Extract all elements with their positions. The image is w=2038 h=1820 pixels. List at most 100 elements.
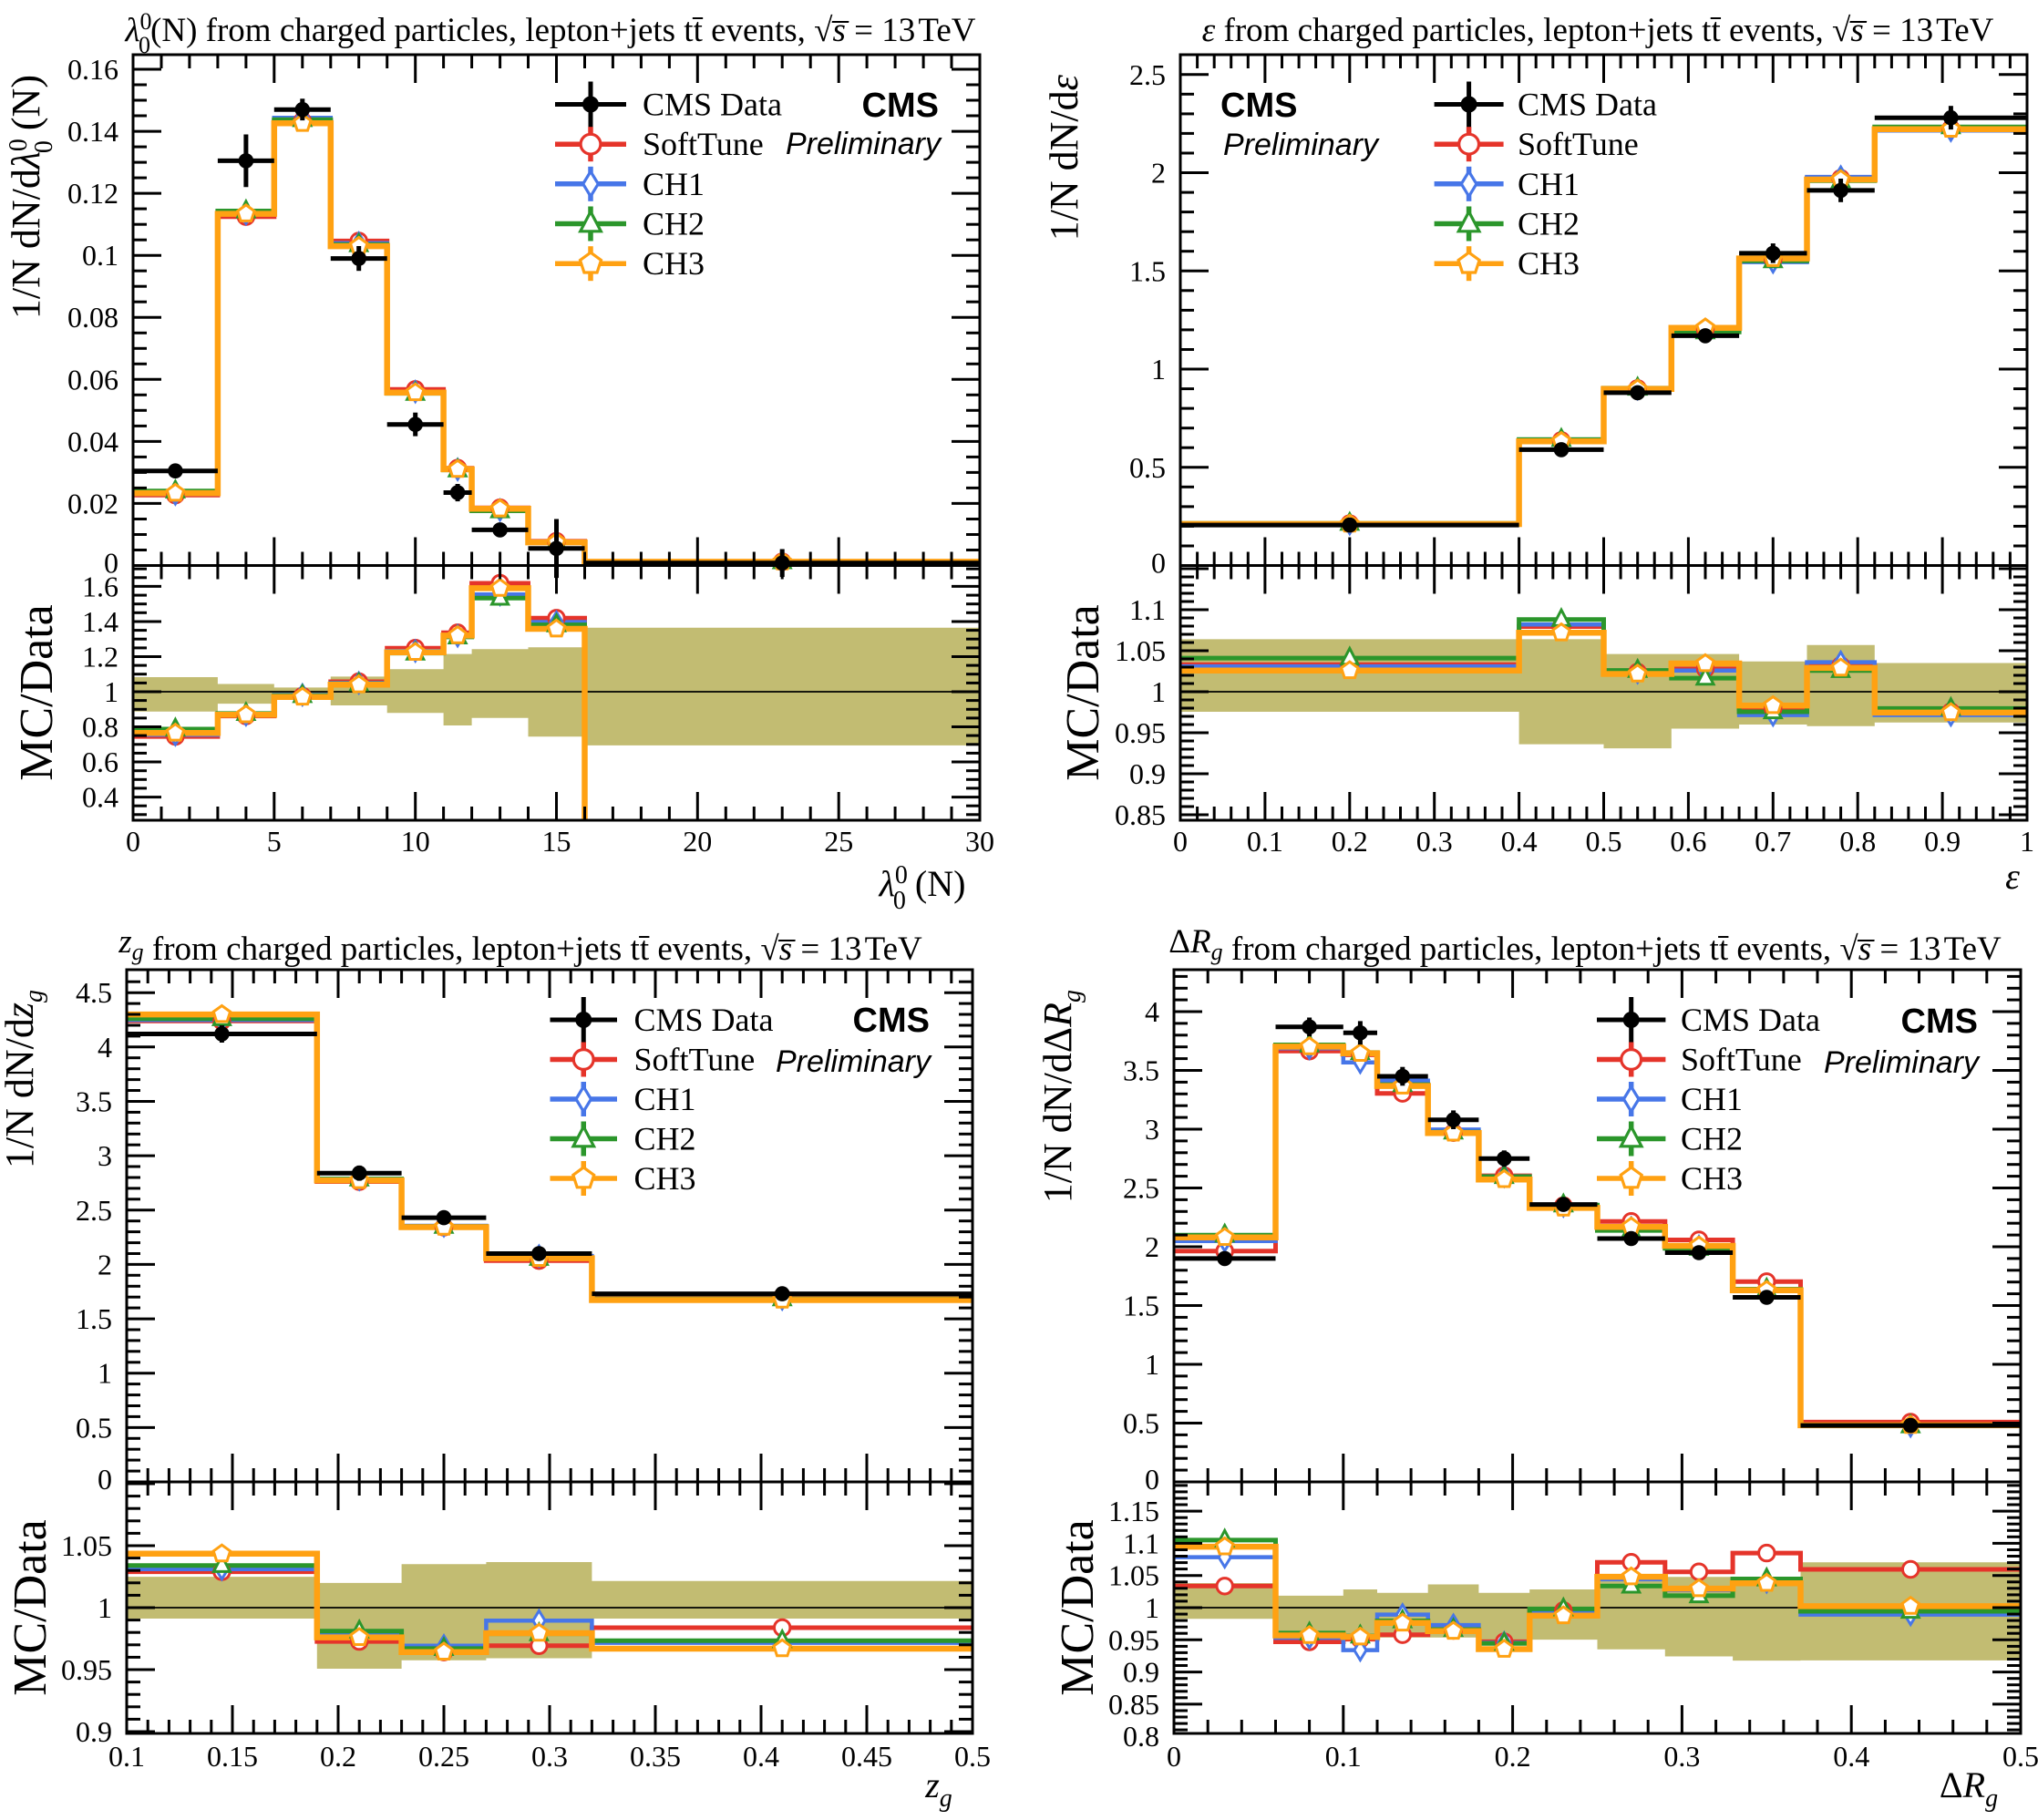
svg-text:0.5: 0.5 (954, 1740, 991, 1773)
svg-text:CH1: CH1 (1518, 166, 1580, 202)
svg-text:λ00 (N): λ0 0 (N) (879, 861, 966, 915)
svg-text:0: 0 (1167, 1740, 1181, 1773)
svg-text:0.95: 0.95 (61, 1653, 112, 1686)
svg-text:CMS Data: CMS Data (643, 87, 782, 123)
svg-text:1.2: 1.2 (82, 641, 118, 674)
svg-text:Preliminary: Preliminary (776, 1044, 932, 1079)
svg-text:0.12: 0.12 (67, 177, 118, 210)
svg-text:0.1: 0.1 (82, 239, 118, 272)
svg-text:2.5: 2.5 (76, 1194, 112, 1227)
svg-text:Preliminary: Preliminary (786, 127, 942, 161)
svg-text:0.85: 0.85 (1108, 1688, 1159, 1721)
svg-text:0.1: 0.1 (1325, 1740, 1362, 1773)
svg-text:1.05: 1.05 (61, 1529, 112, 1562)
svg-text:2: 2 (98, 1248, 112, 1280)
svg-text:0.5: 0.5 (2002, 1740, 2038, 1773)
svg-text:CH2: CH2 (1681, 1121, 1743, 1157)
svg-text:0.9: 0.9 (1924, 825, 1961, 858)
svg-text:1.5: 1.5 (76, 1302, 112, 1335)
svg-text:2: 2 (1151, 157, 1166, 190)
svg-text:ε from charged particles, lept: ε from charged particles, lepton+jets tt… (1202, 12, 1994, 49)
svg-text:4: 4 (1145, 995, 1159, 1028)
svg-text:0: 0 (1173, 825, 1188, 858)
svg-text:0: 0 (104, 547, 118, 580)
svg-text:0.85: 0.85 (1115, 798, 1166, 831)
svg-text:1/N dN/dzg: 1/N dN/dzg (0, 990, 48, 1168)
svg-text:1/N dN/dε: 1/N dN/dε (1042, 74, 1086, 241)
svg-text:0.4: 0.4 (1501, 825, 1538, 858)
svg-text:0.9: 0.9 (76, 1715, 112, 1748)
svg-text:0.4: 0.4 (1833, 1740, 1869, 1773)
svg-text:0.7: 0.7 (1755, 825, 1791, 858)
svg-text:1: 1 (1145, 1591, 1159, 1624)
svg-text:CMS: CMS (1901, 1003, 1978, 1041)
svg-text:3.5: 3.5 (1123, 1054, 1159, 1087)
svg-text:ΔRg from charged particles, le: ΔRg from charged particles, lepton+jets … (1168, 923, 2002, 968)
svg-text:CMS Data: CMS Data (1681, 1002, 1820, 1038)
svg-text:1.1: 1.1 (1123, 1527, 1159, 1559)
svg-text:0: 0 (98, 1463, 112, 1496)
svg-text:0.15: 0.15 (207, 1740, 258, 1773)
svg-text:0.95: 0.95 (1108, 1623, 1159, 1656)
svg-text:1: 1 (2020, 825, 2034, 858)
svg-text:CMS: CMS (862, 87, 939, 125)
svg-text:MC/Data: MC/Data (5, 1519, 57, 1696)
svg-text:0: 0 (1151, 547, 1166, 580)
svg-text:0.16: 0.16 (67, 53, 118, 86)
svg-text:MC/Data: MC/Data (1057, 604, 1109, 781)
svg-text:0.4: 0.4 (743, 1740, 779, 1773)
svg-text:2: 2 (1145, 1230, 1159, 1263)
svg-text:1: 1 (98, 1591, 112, 1624)
svg-text:0.08: 0.08 (67, 301, 118, 334)
svg-text:0.25: 0.25 (418, 1740, 469, 1773)
svg-text:1.5: 1.5 (1123, 1290, 1159, 1322)
svg-text:Preliminary: Preliminary (1223, 128, 1380, 162)
svg-text:4: 4 (98, 1031, 112, 1064)
svg-text:1.1: 1.1 (1129, 593, 1166, 626)
svg-text:0.5: 0.5 (1123, 1407, 1159, 1440)
svg-text:SoftTune: SoftTune (1518, 126, 1639, 162)
svg-text:CH3: CH3 (634, 1160, 696, 1197)
svg-text:CH1: CH1 (634, 1081, 696, 1117)
svg-text:CH1: CH1 (1681, 1081, 1743, 1117)
svg-text:zg from charged particles, lep: zg from charged particles, lepton+jets t… (118, 923, 922, 968)
svg-text:0.2: 0.2 (1495, 1740, 1531, 1773)
svg-text:0.9: 0.9 (1123, 1656, 1159, 1689)
svg-text:zg: zg (924, 1764, 952, 1813)
svg-text:CMS Data: CMS Data (634, 1002, 774, 1038)
svg-text:0.3: 0.3 (531, 1740, 568, 1773)
svg-text:0.3: 0.3 (1663, 1740, 1700, 1773)
svg-text:1: 1 (1145, 1348, 1159, 1381)
svg-text:0.5: 0.5 (1586, 825, 1622, 858)
svg-text:0.02: 0.02 (67, 487, 118, 519)
svg-text:1.4: 1.4 (82, 605, 118, 638)
svg-text:10: 10 (401, 825, 430, 858)
svg-text:2.5: 2.5 (1129, 58, 1166, 91)
svg-text:Preliminary: Preliminary (1824, 1045, 1981, 1080)
svg-text:30: 30 (965, 825, 994, 858)
svg-text:0.9: 0.9 (1129, 757, 1166, 790)
svg-text:SoftTune: SoftTune (634, 1042, 756, 1078)
svg-text:CH2: CH2 (643, 206, 705, 242)
svg-text:SoftTune: SoftTune (1681, 1042, 1802, 1078)
svg-text:1.6: 1.6 (82, 570, 118, 602)
svg-text:1: 1 (104, 675, 118, 708)
svg-text:0.35: 0.35 (630, 1740, 681, 1773)
svg-text:3.5: 3.5 (76, 1085, 112, 1118)
svg-text:1.05: 1.05 (1115, 634, 1166, 667)
svg-text:CMS: CMS (853, 1002, 930, 1040)
svg-text:1.05: 1.05 (1108, 1559, 1159, 1592)
svg-text:MC/Data: MC/Data (11, 604, 63, 781)
svg-text:0.8: 0.8 (1839, 825, 1876, 858)
svg-text:CMS: CMS (1220, 87, 1297, 125)
svg-text:0.1: 0.1 (108, 1740, 145, 1773)
svg-text:3: 3 (98, 1139, 112, 1172)
svg-text:4.5: 4.5 (76, 976, 112, 1009)
svg-text:CMS Data: CMS Data (1518, 87, 1657, 123)
svg-text:0.2: 0.2 (320, 1740, 356, 1773)
svg-text:CH3: CH3 (643, 245, 705, 282)
svg-text:25: 25 (824, 825, 853, 858)
svg-text:0.5: 0.5 (1129, 451, 1166, 484)
svg-text:0: 0 (126, 825, 140, 858)
svg-text:0.04: 0.04 (67, 425, 118, 458)
